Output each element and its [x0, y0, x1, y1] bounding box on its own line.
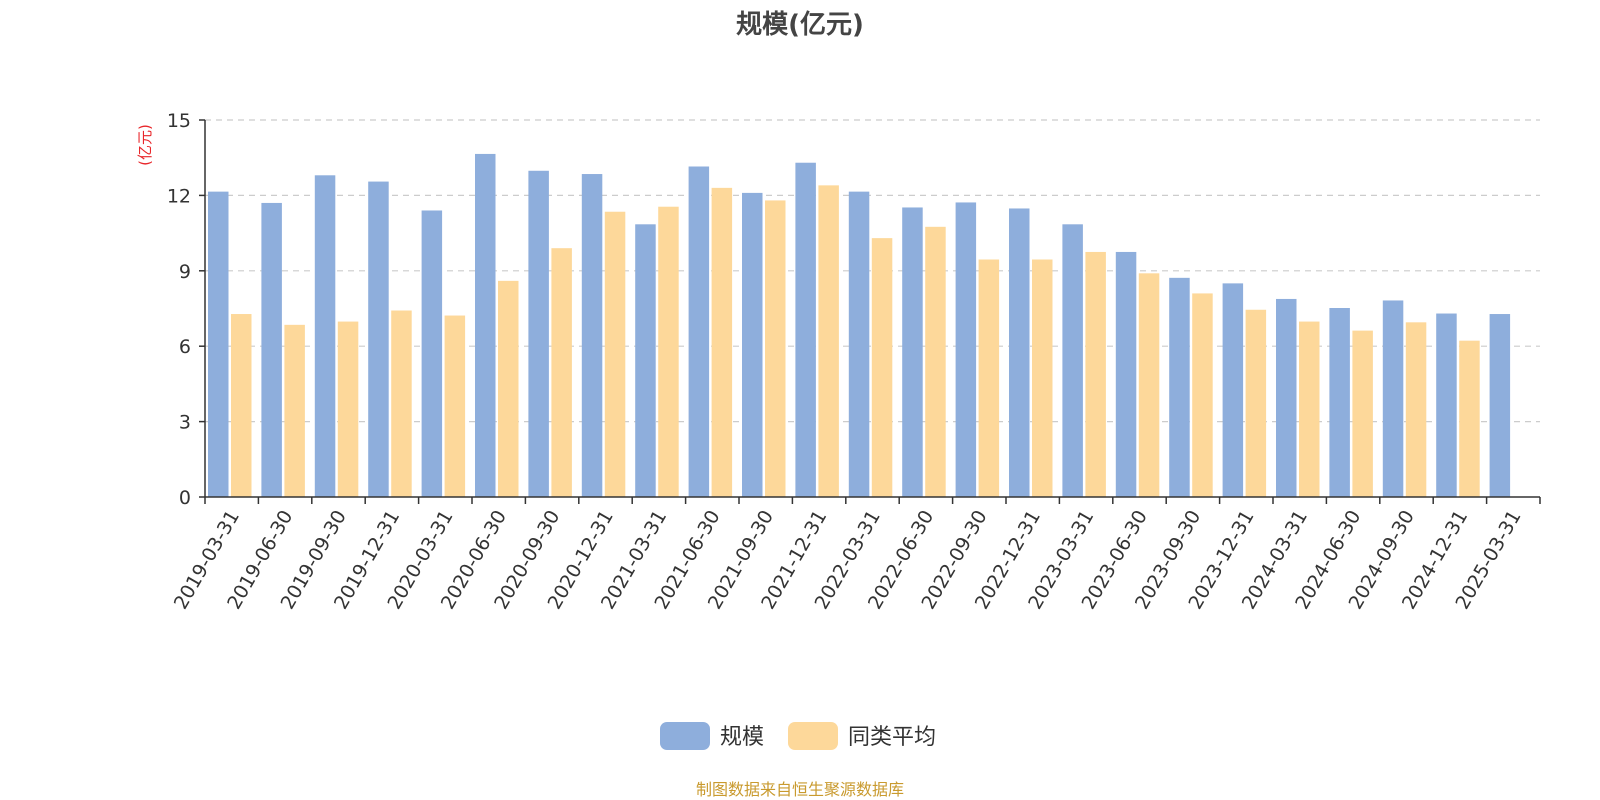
bar-scale	[1009, 208, 1030, 497]
bar-scale	[795, 162, 816, 497]
bar-peer-average	[1032, 259, 1053, 497]
bar-scale	[581, 174, 603, 497]
bar-peer-average	[498, 280, 519, 497]
bar-scale	[1222, 283, 1244, 497]
bars	[208, 153, 1511, 498]
y-axis-unit-label: (亿元)	[136, 124, 154, 166]
legend-label: 同类平均	[848, 725, 936, 750]
legend-item-scale[interactable]: 规模	[660, 722, 764, 750]
bar-scale	[1329, 307, 1350, 497]
y-tick-label: 0	[179, 487, 191, 509]
bar-scale	[368, 181, 389, 497]
bar-peer-average	[765, 200, 786, 497]
bar-peer-average	[1459, 340, 1480, 497]
bar-scale	[1489, 314, 1511, 497]
bar-peer-average	[658, 206, 679, 497]
bar-peer-average	[1352, 330, 1373, 497]
bar-scale	[902, 207, 923, 498]
bar-scale	[314, 175, 336, 497]
bar-peer-average	[444, 315, 466, 497]
legend[interactable]: 规模 同类平均	[660, 722, 936, 750]
bar-peer-average	[871, 238, 893, 498]
bar-peer-average	[284, 324, 305, 497]
bar-scale	[635, 224, 656, 497]
bar-scale	[1436, 313, 1457, 497]
bar-peer-average	[391, 310, 412, 497]
bar-peer-average	[1245, 309, 1267, 497]
bar-scale	[208, 191, 229, 497]
bar-peer-average	[1138, 273, 1160, 497]
bar-peer-average	[1085, 251, 1106, 497]
bar-peer-average	[978, 259, 1000, 497]
bar-peer-average	[337, 321, 359, 497]
y-tick-label: 6	[179, 336, 191, 358]
bar-peer-average	[818, 185, 839, 497]
y-tick-label: 3	[179, 412, 191, 434]
bar-peer-average	[1299, 321, 1320, 497]
bar-peer-average	[711, 187, 733, 498]
bar-scale	[528, 170, 549, 497]
bar-scale	[1115, 251, 1137, 497]
data-source-footer: 制图数据来自恒生聚源数据库	[696, 780, 904, 799]
legend-swatch	[788, 722, 838, 750]
bar-scale	[421, 210, 443, 498]
legend-swatch	[660, 722, 710, 750]
bar-scale	[261, 202, 282, 497]
bar-scale	[688, 166, 710, 497]
bar-scale	[742, 192, 763, 498]
bar-peer-average	[1405, 322, 1427, 497]
bar-scale	[475, 153, 496, 497]
bar-scale	[1169, 277, 1190, 497]
bar-peer-average	[551, 248, 572, 497]
chart-title: 规模(亿元)	[736, 10, 864, 40]
bar-peer-average	[231, 314, 252, 497]
y-tick-label: 9	[179, 261, 191, 283]
bar-scale	[1382, 300, 1404, 497]
legend-item-peer-average[interactable]: 同类平均	[788, 722, 936, 750]
bar-peer-average	[604, 211, 626, 497]
y-tick-label: 15	[167, 110, 191, 132]
bar-scale	[1062, 224, 1083, 497]
bar-scale	[848, 191, 870, 497]
bar-peer-average	[925, 226, 946, 498]
legend-label: 规模	[720, 725, 764, 750]
bar-peer-average	[1192, 293, 1213, 497]
bar-scale	[955, 202, 977, 498]
y-tick-label: 12	[167, 185, 191, 207]
bar-scale	[1276, 298, 1297, 497]
